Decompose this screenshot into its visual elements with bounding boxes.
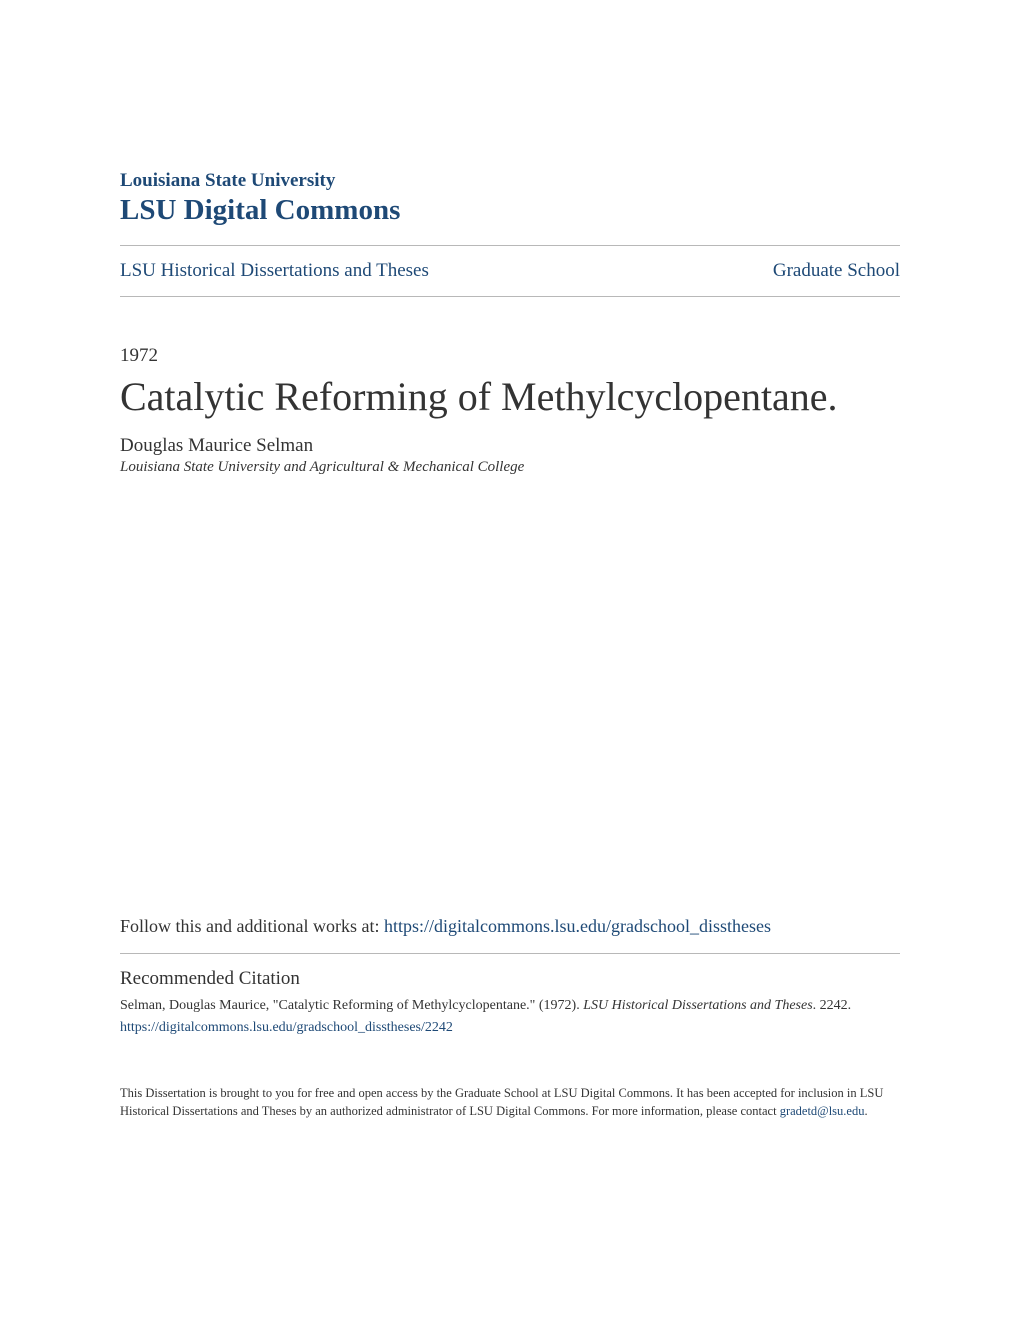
divider-nav [120, 296, 900, 297]
author-name: Douglas Maurice Selman [120, 435, 900, 457]
school-link[interactable]: Graduate School [773, 260, 900, 282]
footer-email[interactable]: gradetd@lsu.edu [780, 1104, 865, 1118]
follow-section: Follow this and additional works at: htt… [120, 916, 900, 1120]
institution-name: Louisiana State University [120, 170, 900, 192]
footer-body: This Dissertation is brought to you for … [120, 1086, 883, 1118]
document-title: Catalytic Reforming of Methylcyclopentan… [120, 375, 900, 419]
citation-header: Recommended Citation [120, 968, 900, 990]
follow-line: Follow this and additional works at: htt… [120, 916, 900, 937]
nav-row: LSU Historical Dissertations and Theses … [120, 246, 900, 296]
citation-url[interactable]: https://digitalcommons.lsu.edu/gradschoo… [120, 1018, 900, 1038]
citation-number: . 2242. [813, 998, 852, 1013]
citation-author: Selman, Douglas Maurice, "Catalytic Refo… [120, 998, 583, 1013]
author-affiliation: Louisiana State University and Agricultu… [120, 459, 900, 476]
citation-body: Selman, Douglas Maurice, "Catalytic Refo… [120, 996, 900, 1037]
divider-citation [120, 953, 900, 954]
collection-link[interactable]: LSU Historical Dissertations and Theses [120, 260, 429, 282]
citation-series: LSU Historical Dissertations and Theses [583, 998, 812, 1013]
header-block: Louisiana State University LSU Digital C… [120, 170, 900, 227]
footer-text: This Dissertation is brought to you for … [120, 1085, 900, 1120]
follow-link[interactable]: https://digitalcommons.lsu.edu/gradschoo… [384, 916, 771, 936]
footer-period: . [864, 1104, 867, 1118]
publication-year: 1972 [120, 345, 900, 367]
follow-prefix: Follow this and additional works at: [120, 916, 384, 936]
commons-name: LSU Digital Commons [120, 194, 900, 227]
